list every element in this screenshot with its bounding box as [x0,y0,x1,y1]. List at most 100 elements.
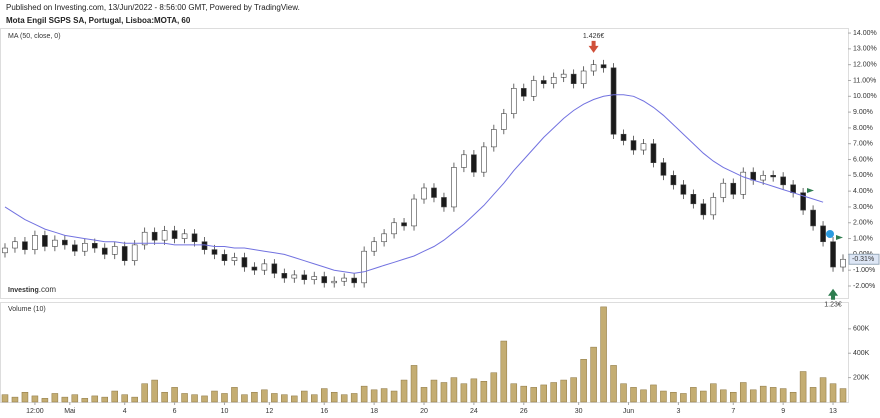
volume-bar [530,387,537,403]
y-tick-label: 11.00% [853,77,876,84]
volume-bar [330,391,338,403]
candle-body [32,235,38,250]
y-tick-label: 5.00% [853,172,873,179]
candle-body [2,247,8,254]
volume-bar [111,390,118,403]
volume-bar [271,393,278,403]
y-tick-label: 2.00% [853,220,873,227]
candle-body [540,80,547,84]
candle-body [171,230,178,239]
candle-body [620,133,627,141]
candle-body [22,241,28,250]
volume-bar [570,377,577,403]
candle-body [421,187,427,200]
x-tick-label: Jun [623,408,634,415]
candle-body [151,231,158,241]
volume-bar [51,393,59,403]
x-tick-label: 20 [420,408,428,415]
volume-bar [161,391,168,403]
y-tick-label: 12.00% [853,62,877,69]
volume-bar [730,391,737,403]
last-price-label: -0.31% [852,256,874,263]
volume-bar [101,396,109,403]
volume-bar [630,387,637,403]
volume-bar [710,383,717,403]
candle-body [211,249,218,255]
volume-bar [680,393,687,403]
y-tick-label: 3.00% [853,204,873,211]
y-tick-label: 10.00% [853,93,877,100]
y-tick-label: 200K [853,374,870,381]
volume-bar [600,306,607,403]
volume-bar [739,382,747,403]
volume-bar [31,395,39,403]
candle-body [331,280,338,284]
volume-bar [211,390,218,403]
volume-bar [789,391,797,403]
last-price-box [848,253,880,265]
price-pane [0,28,849,299]
volume-bar [550,382,557,403]
candle-body [391,222,397,235]
logo: Investing.com [8,285,56,294]
x-tick-label: Mai [64,408,76,415]
candle-body [441,197,447,208]
volume-bar [460,383,468,403]
candle-body [351,277,357,284]
symbol: Mota Engil SGPS SA, Portugal, Lisboa:MOT… [6,16,191,25]
logo-suffix: .com [39,285,57,294]
low-label: 1.23€ [824,302,842,309]
volume-bar [720,389,727,403]
volume-bar [819,377,827,403]
volume-bar [590,346,597,403]
volume-bar [480,381,488,403]
volume-bar [81,398,89,403]
candle-body [640,143,647,151]
candle-body [510,88,517,114]
volume-bar [221,393,228,403]
candle-body [750,171,757,181]
candle-body [341,277,347,282]
candle-body [141,231,148,246]
volume-bar [131,396,138,403]
ma-line [4,94,824,274]
volume-bar [700,390,707,403]
volume-bar [620,383,627,403]
x-tick-label: 13 [829,408,837,415]
candle-body [291,274,298,279]
logo-text: Investing [8,287,39,294]
volume-bar [71,394,79,403]
x-tick-label: 6 [173,408,177,415]
candle-body [610,67,617,135]
candle-body [191,233,198,243]
candle-body [580,70,587,84]
volume-bar [400,379,408,403]
candle-body [560,73,567,78]
candle-body [530,80,537,97]
candle-body [411,198,417,227]
candle-body [101,247,108,255]
volume-bar [540,384,547,403]
x-tick-label: 12:00 [26,408,44,415]
volume-bar [779,388,787,403]
candle-body [52,239,58,247]
candle-body [311,276,318,280]
volume-bar [241,394,248,403]
candle-body [301,274,308,280]
candle-body [810,209,816,227]
candle-body [181,233,188,239]
volume-bar [191,394,198,403]
candle-body [161,230,168,241]
volume-bar [660,390,667,403]
volume-bar [769,387,777,403]
candle-body [830,241,836,268]
x-tick-label: 9 [781,408,785,415]
candle-body [82,243,88,252]
candle-body [710,197,717,216]
volume-bar [201,395,208,403]
candle-body [600,64,607,69]
volume-bar [141,383,148,403]
candle-body [730,182,737,195]
